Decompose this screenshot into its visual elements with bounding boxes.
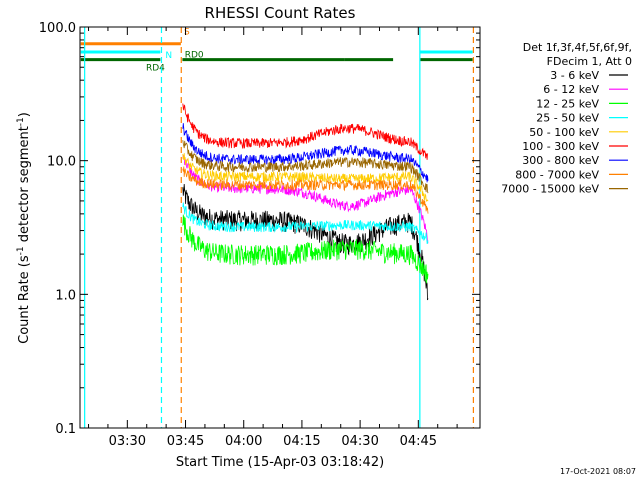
legend-label-800-7000-kev: 800 - 7000 keV: [515, 168, 599, 181]
y-label-tail: detector segment: [17, 126, 32, 246]
chart-title: RHESSI Count Rates: [205, 4, 356, 22]
x-tick-label-3: 04:15: [283, 434, 320, 449]
y-tick-label-3: 0.1: [55, 422, 76, 437]
y-tick-label-2: 1.0: [55, 288, 76, 303]
timestamp: 17-Oct-2021 08:07: [560, 467, 636, 476]
y-label-sup: -1: [16, 246, 26, 255]
legend-label-6-12-kev: 6 - 12 keV: [543, 83, 599, 96]
x-tick-label-5: 04:45: [400, 434, 437, 449]
y-axis-label: Count Rate (s-1 detector segment-1): [16, 112, 32, 344]
legend: Det 1f,3f,4f,5f,6f,9f,FDecim 1, Att 03 -…: [501, 41, 632, 196]
series-lines: [182, 103, 429, 301]
series-12-25-kev: [182, 214, 429, 284]
vertical-markers: [84, 27, 475, 428]
series-800-7000-kev: [182, 166, 429, 214]
legend-label-100-300-kev: 100 - 300 keV: [522, 140, 599, 153]
legend-label-3-6-kev: 3 - 6 keV: [550, 69, 599, 82]
series-6-12-kev: [182, 154, 429, 244]
x-tick-label-0: 03:30: [109, 434, 146, 449]
series-300-800-kev: [182, 123, 429, 183]
x-tick-label-1: 03:45: [167, 434, 204, 449]
y-tick-label-0: 100.0: [39, 21, 76, 36]
series-50-100-kev: [182, 153, 429, 203]
y-label-close: ): [17, 112, 32, 117]
legend-label-25-50-kev: 25 - 50 keV: [536, 112, 599, 125]
legend-label-12-25-kev: 12 - 25 keV: [536, 97, 599, 110]
y-label-sup2: -1: [16, 117, 26, 126]
x-axis-label: Start Time (15-Apr-03 03:18:42): [176, 455, 384, 470]
legend-header-0: Det 1f,3f,4f,5f,6f,9f,: [523, 41, 632, 54]
legend-label-50-100-kev: 50 - 100 keV: [529, 126, 599, 139]
axes: 100.0 10.0 1.0 0.1 03:30 03:45 04:00 04:15 04:30…: [39, 21, 481, 449]
legend-label-300-800-kev: 300 - 800 keV: [522, 154, 599, 167]
legend-label-7000-15000-kev: 7000 - 15000 keV: [501, 183, 599, 196]
plot-frame: [79, 26, 481, 429]
series-25-50-kev: [182, 202, 429, 245]
series-100-300-kev: [182, 103, 429, 160]
legend-header-1: FDecim 1, Att 0: [547, 55, 632, 68]
x-tick-label-4: 04:30: [341, 434, 378, 449]
flag-label-rd4: RD4: [146, 64, 165, 74]
flag-label-n: N: [165, 51, 172, 61]
x-tick-label-2: 04:00: [225, 434, 262, 449]
y-label-main: Count Rate (s: [17, 255, 32, 344]
flag-label-rd0: RD0: [185, 51, 204, 61]
y-tick-label-1: 10.0: [47, 155, 76, 170]
series-7000-15000-kev: [182, 140, 429, 194]
flag-label-s: S: [184, 28, 190, 38]
